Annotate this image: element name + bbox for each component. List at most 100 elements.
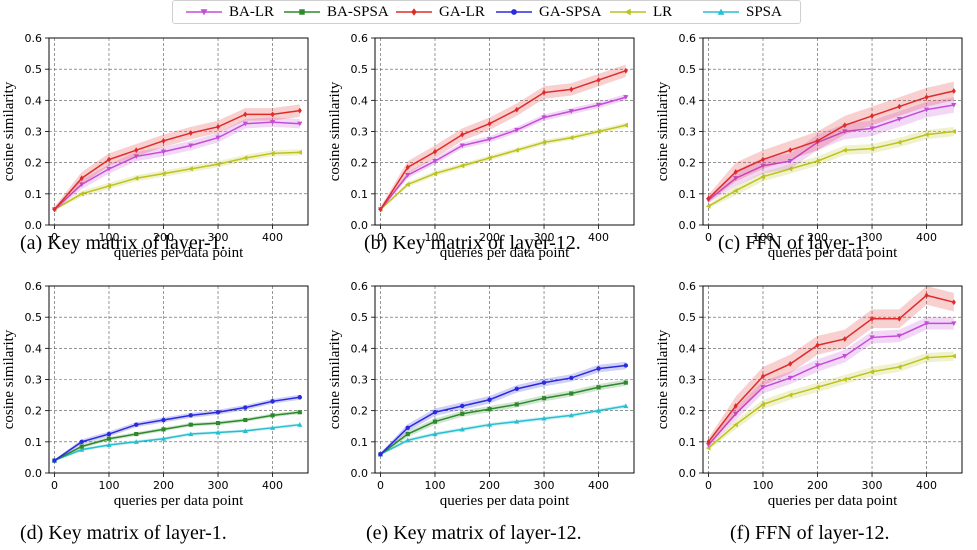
- data-point-ga-lr: [760, 156, 766, 163]
- y-tick-label: 0.4: [679, 94, 697, 107]
- y-tick-label: 0.3: [25, 126, 43, 139]
- y-tick-label: 0.6: [351, 280, 369, 293]
- data-point-lr: [760, 401, 766, 408]
- series-line-spsa: [380, 405, 626, 455]
- series-ga-lr: [378, 64, 628, 213]
- data-point-ba-spsa: [297, 410, 302, 415]
- plot-frame: [702, 37, 963, 226]
- series-line-ba-lr: [53, 121, 300, 210]
- legend-label-ba-spsa: BA-SPSA: [327, 3, 389, 20]
- y-tick-label: 0.3: [25, 374, 43, 387]
- data-point-lr: [869, 146, 875, 152]
- series-line-ga-spsa: [54, 396, 300, 462]
- plot-frame: [374, 37, 635, 226]
- series-ga-lr: [706, 81, 956, 203]
- data-point-spsa: [160, 436, 167, 441]
- chart-svg-f: 0.0 0.1 0.2 0.3 0.4 0.5 0.6 0 100 200 300 400 querie…: [655, 280, 963, 509]
- legend-label-ga-lr: GA-LR: [439, 3, 485, 20]
- data-point-ba-lr: [541, 115, 547, 121]
- data-point-ga-lr: [924, 94, 929, 101]
- series-line-ga-spsa: [379, 364, 626, 455]
- data-point-ga-spsa: [514, 386, 519, 392]
- legend-label-ba-lr: BA-LR: [229, 3, 274, 20]
- confidence-band-lr: [708, 126, 954, 209]
- x-tick-label: 300: [534, 231, 555, 244]
- data-point-ba-spsa: [134, 431, 139, 437]
- x-tick-label: 300: [534, 479, 555, 492]
- legend-label-spsa: SPSA: [746, 3, 782, 20]
- data-point-ga-spsa: [215, 410, 221, 415]
- data-point-spsa: [595, 408, 602, 413]
- data-point-lr: [595, 128, 601, 135]
- data-point-ga-spsa: [52, 458, 57, 463]
- data-point-spsa: [79, 447, 85, 452]
- data-point-ba-spsa: [215, 421, 221, 426]
- series-line-ga-lr: [53, 109, 300, 210]
- data-point-lr: [215, 161, 221, 167]
- data-point-ba-lr: [595, 102, 602, 108]
- y-tick-label: 0.2: [351, 157, 369, 170]
- data-point-ga-lr: [760, 373, 766, 380]
- data-point-lr: [951, 353, 956, 359]
- y-tick-label: 0.5: [351, 311, 369, 324]
- data-point-ba-spsa: [541, 396, 547, 401]
- x-axis-label: queries per data point: [768, 493, 898, 509]
- data-point-ga-spsa: [270, 399, 275, 404]
- x-tick-label: 0: [705, 231, 712, 244]
- data-point-ga-spsa: [623, 363, 629, 368]
- y-tick-label: 0.1: [25, 436, 43, 449]
- y-axis-label: cosine similarity: [327, 329, 343, 429]
- data-point-ga-lr: [623, 67, 628, 74]
- data-point-lr: [842, 147, 847, 153]
- confidence-band-ba-lr: [54, 117, 300, 212]
- y-axis-label: cosine similarity: [1, 81, 17, 181]
- y-axis-label: cosine similarity: [1, 329, 17, 429]
- y-tick-label: 0.0: [25, 467, 43, 480]
- data-point-ga-lr: [270, 111, 275, 118]
- chart-svg-e: 0.0 0.1 0.2 0.3 0.4 0.5 0.6 0 100 200 300 400 querie…: [327, 280, 635, 509]
- x-axis-label: queries per data point: [440, 245, 570, 261]
- series-line-ba-lr: [379, 96, 627, 210]
- caption-a: (a) Key matrix of layer-1.: [20, 232, 226, 254]
- data-point-lr: [297, 149, 302, 155]
- series-line-ba-lr: [707, 322, 954, 446]
- y-tick-label: 0.2: [25, 157, 43, 170]
- series-ga-spsa: [378, 361, 629, 457]
- data-point-lr: [188, 166, 193, 172]
- x-tick-label: 0: [51, 231, 58, 244]
- data-point-lr: [705, 445, 711, 451]
- data-point-ba-lr: [242, 121, 248, 127]
- data-point-ba-lr: [733, 411, 739, 417]
- data-point-ba-lr: [951, 321, 957, 326]
- x-tick-label: 400: [262, 479, 283, 492]
- y-tick-label: 0.4: [351, 94, 369, 107]
- y-tick-label: 0.5: [679, 63, 697, 76]
- data-point-ba-spsa: [405, 431, 410, 437]
- data-point-lr: [814, 384, 820, 390]
- data-point-ba-lr: [787, 375, 793, 381]
- x-tick-label: 100: [98, 231, 119, 244]
- caption-b: (b) Key matrix of layer-12.: [364, 232, 581, 254]
- y-tick-label: 0.6: [351, 32, 369, 45]
- data-point-lr: [242, 155, 248, 161]
- chart-svg-d: 0.0 0.1 0.2 0.3 0.4 0.5 0.6 0 100 200 300 400 querie…: [1, 280, 309, 509]
- data-point-lr: [514, 147, 519, 153]
- y-tick-label: 0.4: [25, 342, 43, 355]
- data-point-lr: [269, 150, 275, 156]
- data-point-ba-lr: [760, 385, 766, 390]
- data-point-ba-lr: [269, 120, 276, 125]
- data-point-ba-lr: [486, 137, 493, 142]
- series-lr: [705, 351, 956, 451]
- data-point-ga-lr: [188, 130, 193, 136]
- series-line-ba-lr: [707, 104, 954, 201]
- data-point-lr: [896, 364, 902, 370]
- data-point-spsa: [568, 412, 574, 418]
- x-axis-label: queries per data point: [440, 493, 570, 509]
- y-tick-label: 0.5: [351, 63, 369, 76]
- data-point-ga-lr: [79, 175, 84, 182]
- confidence-band-ba-lr: [380, 94, 626, 211]
- data-point-ba-lr: [623, 95, 629, 100]
- chart-svg-c: 0.0 0.1 0.2 0.3 0.4 0.5 0.6 0 100 200 300 400 querie…: [655, 32, 963, 261]
- data-point-ga-lr: [951, 299, 956, 306]
- series-line-lr: [379, 124, 626, 210]
